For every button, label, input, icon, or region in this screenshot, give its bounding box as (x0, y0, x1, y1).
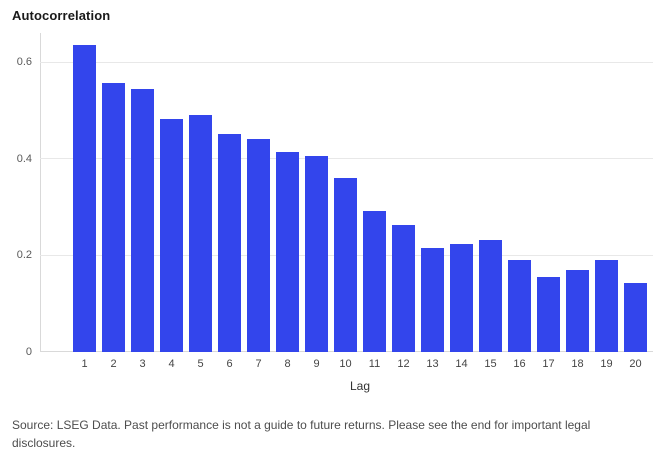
bar-lag-18 (566, 269, 589, 352)
x-tick-label-14: 14 (455, 358, 468, 370)
x-tick-label-18: 18 (571, 358, 584, 370)
x-tick-label-12: 12 (397, 358, 410, 370)
x-tick-label-3: 3 (139, 358, 146, 370)
x-tick-label-19: 19 (600, 358, 613, 370)
y-tick-label-0.6: 0.6 (16, 56, 32, 68)
x-tick-label-4: 4 (168, 358, 175, 370)
bar-lag-2 (102, 82, 125, 352)
x-tick-label-7: 7 (255, 358, 262, 370)
bar-lag-9 (305, 156, 328, 352)
x-tick-label-17: 17 (542, 358, 555, 370)
bar-lag-17 (537, 277, 560, 352)
bar-lag-7 (247, 138, 270, 352)
x-tick-label-11: 11 (368, 358, 381, 370)
x-tick-label-5: 5 (197, 358, 204, 370)
bar-lag-1 (73, 45, 96, 352)
x-tick-label-10: 10 (339, 358, 352, 370)
gridline-0.4 (40, 158, 653, 160)
bar-lag-11 (363, 210, 386, 352)
y-axis-tick-labels: 0 0.2 0.4 0.6 (0, 0, 32, 455)
x-tick-label-9: 9 (313, 358, 320, 370)
bar-lag-16 (508, 259, 531, 352)
x-tick-label-15: 15 (484, 358, 497, 370)
gridline-0.6 (40, 61, 653, 63)
x-tick-label-8: 8 (284, 358, 291, 370)
x-tick-label-6: 6 (226, 358, 233, 370)
bar-lag-8 (276, 151, 299, 352)
bar-lag-6 (218, 133, 241, 352)
bar-lag-15 (479, 240, 502, 352)
source-disclaimer: Source: LSEG Data. Past performance is n… (12, 418, 591, 450)
bar-lag-3 (131, 88, 154, 352)
x-tick-label-2: 2 (110, 358, 117, 370)
plot-area (40, 33, 653, 352)
bar-lag-13 (421, 248, 444, 352)
bar-lag-4 (160, 118, 183, 352)
bar-lag-5 (189, 115, 212, 352)
bar-lag-19 (595, 260, 618, 352)
y-axis-line (40, 33, 41, 352)
bar-lag-14 (450, 243, 473, 352)
x-tick-label-13: 13 (426, 358, 439, 370)
y-tick-label-0.2: 0.2 (16, 249, 32, 262)
bar-lag-20 (624, 283, 647, 352)
chart-title: Autocorrelation (12, 8, 111, 23)
bar-lag-10 (334, 178, 357, 352)
x-axis-title: Lag (349, 379, 371, 393)
y-tick-label-0.4: 0.4 (16, 152, 32, 165)
x-tick-label-1: 1 (81, 358, 88, 370)
y-tick-label-0: 0 (25, 346, 32, 358)
bar-lag-12 (392, 225, 415, 352)
x-tick-label-20: 20 (629, 358, 642, 370)
bar-series (73, 45, 647, 352)
x-axis-tick-labels: 1 2 3 4 5 6 7 8 9 10 11 12 13 14 15 16 17 18 19 20 (73, 357, 647, 371)
x-tick-label-16: 16 (513, 358, 526, 370)
